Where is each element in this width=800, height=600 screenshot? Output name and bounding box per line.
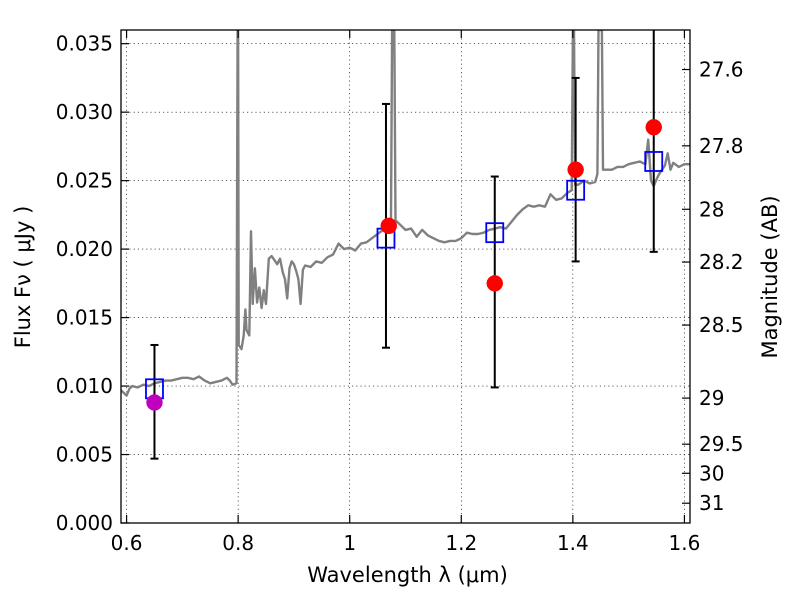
y-tick-label: 0.035 bbox=[56, 32, 113, 56]
y-tick-label: 0.015 bbox=[56, 306, 113, 330]
y-tick-label: 0.020 bbox=[56, 237, 113, 261]
observed-points bbox=[146, 118, 662, 411]
y-tick-label: 0.010 bbox=[56, 374, 113, 398]
model-band-points bbox=[145, 151, 664, 400]
magnitude-tick-label: 28 bbox=[699, 197, 724, 221]
spectrum-line bbox=[121, 30, 690, 397]
magnitude-tick-label: 27.6 bbox=[699, 58, 744, 82]
x-axis-ticks: 0.6 0.8 1 1.2 1.4 1.6 bbox=[111, 30, 701, 555]
x-tick-label: 1.2 bbox=[445, 531, 477, 555]
x-tick-label: 1 bbox=[343, 531, 356, 555]
model-band-square bbox=[566, 179, 586, 201]
grid bbox=[121, 30, 690, 523]
x-axis-label: Wavelength λ (μm) bbox=[307, 563, 508, 587]
x-tick-label: 1.4 bbox=[557, 531, 589, 555]
observed-point bbox=[486, 275, 504, 292]
x-tick-label: 1.6 bbox=[669, 531, 701, 555]
y-tick-label: 0.005 bbox=[56, 443, 113, 467]
magnitude-tick-label: 30 bbox=[699, 461, 724, 485]
magnitude-tick-label: 28.2 bbox=[699, 250, 744, 274]
y-tick-label: 0.025 bbox=[56, 169, 113, 193]
observed-point bbox=[380, 217, 398, 235]
model-band-square bbox=[644, 151, 664, 172]
y-axis-ticks: 0.000 0.005 0.010 0.015 0.020 0.025 0.030 0.035 bbox=[56, 32, 129, 535]
model-band-square bbox=[485, 222, 505, 244]
plot-frame bbox=[120, 29, 691, 524]
magnitude-tick-label: 31 bbox=[699, 491, 724, 515]
error-bar bbox=[649, 30, 658, 253]
magnitude-tick-label: 29.5 bbox=[699, 432, 744, 456]
x-tick-label: 0.6 bbox=[111, 531, 143, 555]
observed-point bbox=[146, 394, 163, 411]
y-axis-label: Flux Fν ( μJy ) bbox=[11, 206, 35, 349]
magnitude-axis-ticks: 27.6 27.8 28 28.2 28.5 29 29.5 30 31 bbox=[682, 58, 744, 515]
y-tick-label: 0.030 bbox=[56, 100, 113, 124]
magnitude-tick-label: 28.5 bbox=[699, 313, 744, 337]
magnitude-tick-label: 29 bbox=[699, 386, 724, 410]
y-tick-label: 0.000 bbox=[56, 511, 113, 535]
model-spectrum bbox=[121, 30, 690, 397]
observed-point bbox=[567, 161, 584, 178]
error-bars bbox=[150, 30, 658, 460]
observed-point bbox=[645, 118, 662, 136]
x-tick-label: 0.8 bbox=[222, 531, 254, 555]
magnitude-tick-label: 27.8 bbox=[699, 134, 744, 158]
magnitude-axis-label: Magnitude (AB) bbox=[758, 195, 782, 358]
